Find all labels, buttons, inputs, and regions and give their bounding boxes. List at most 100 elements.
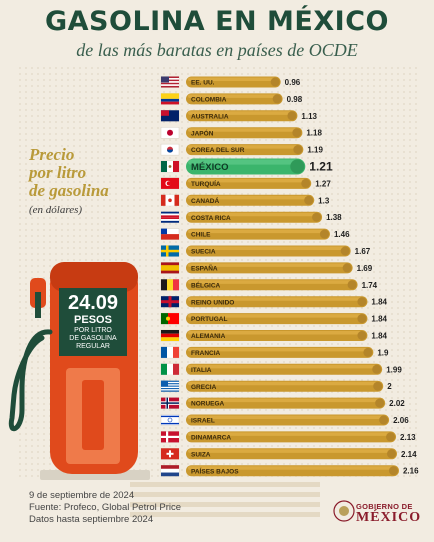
flag-stripe	[161, 415, 179, 418]
bar-highlight	[188, 128, 297, 132]
flag-stripe	[167, 346, 173, 358]
flag-cross	[161, 249, 179, 253]
flag-south-korea-icon	[160, 143, 180, 156]
category-label: ISRAEL	[191, 418, 215, 425]
category-label: CANADÁ	[191, 196, 219, 205]
bar-cap	[357, 297, 367, 307]
flag-stripe	[168, 313, 179, 325]
category-label: ITALIA	[191, 367, 212, 374]
flag-stripe	[161, 84, 179, 86]
flag-costa-rica-icon	[160, 211, 180, 223]
flag-belgium-icon	[160, 279, 180, 291]
bar-row: ALEMANIA 1.84	[160, 329, 388, 342]
flag-stripe	[161, 76, 179, 79]
flag-norway-icon	[160, 397, 180, 409]
bar-row: EE. UU. 0.96	[160, 76, 301, 88]
bar-highlight	[188, 449, 392, 453]
value-label: 1.27	[315, 179, 331, 188]
flag-spain-icon	[160, 262, 180, 274]
flag-star	[167, 417, 173, 423]
flag-stripe	[161, 333, 179, 338]
bar-cap	[379, 415, 389, 425]
flag-background	[160, 414, 180, 426]
bar-highlight	[188, 94, 277, 98]
value-label: 1.21	[309, 160, 333, 174]
flag-denmark-icon	[160, 431, 180, 443]
flag-canton	[161, 380, 168, 387]
flag-stripe	[161, 217, 179, 220]
flag-stripe	[173, 161, 179, 172]
bar-row: COREA DEL SUR 1.19	[160, 143, 323, 156]
bar-highlight	[188, 314, 362, 318]
flag-usa-icon	[160, 76, 180, 88]
bar-highlight	[188, 212, 317, 217]
value-label: 1.84	[371, 315, 387, 324]
bar-row: REINO UNIDO 1.84	[160, 296, 388, 308]
flag-chile-icon	[160, 228, 180, 240]
category-label: COSTA RICA	[191, 215, 231, 222]
category-label: SUIZA	[191, 451, 211, 458]
flag-stripe	[161, 346, 167, 358]
category-label: DINAMARCA	[191, 435, 231, 442]
bar-highlight	[188, 145, 298, 149]
flag-cross	[161, 435, 179, 438]
bar-highlight	[188, 178, 306, 183]
bar-cap	[287, 111, 297, 121]
flag-stripe	[161, 194, 166, 206]
bar-highlight	[188, 111, 292, 115]
bar-highlight	[188, 347, 368, 352]
footer-notes: 9 de septiembre de 2024 Fuente: Profeco,…	[29, 490, 181, 526]
flag-stripe	[161, 279, 167, 291]
value-label: 2	[387, 382, 392, 391]
value-label: 2.02	[389, 399, 405, 408]
flag-colombia-icon	[160, 93, 180, 105]
decorative-stripes	[130, 482, 320, 517]
bar-row: SUIZA 2.14	[160, 448, 417, 460]
bar-cap	[290, 159, 305, 174]
value-label: 2.16	[403, 467, 419, 476]
flag-stripe	[161, 79, 179, 82]
category-label: COREA DEL SUR	[191, 147, 245, 154]
value-label: 1.69	[357, 264, 373, 273]
bar-cap	[357, 331, 367, 340]
category-label: PORTUGAL	[191, 316, 228, 323]
value-label: 1.9	[377, 348, 389, 357]
flag-stripe	[161, 363, 167, 375]
value-label: 1.19	[307, 146, 323, 155]
flag-australia-icon	[160, 110, 180, 122]
flag-stripe	[161, 219, 179, 221]
bar-row: MÉXICO 1.21	[160, 158, 333, 175]
bar-highlight	[188, 432, 391, 436]
bar-cap	[319, 229, 329, 239]
bar-highlight	[188, 229, 324, 234]
flag-france-icon	[160, 346, 180, 359]
flag-stripe	[161, 313, 168, 325]
flag-cross	[166, 452, 174, 455]
flag-stripe	[161, 81, 179, 83]
flag-leaf	[168, 198, 172, 203]
bar-chart: EE. UU. 0.96 COLOMBIA 0.98 AUSTRALIA 1.13 JAPÓ…	[160, 76, 419, 477]
flag-sweden-icon	[160, 245, 180, 257]
value-label: 1.3	[318, 196, 330, 205]
pump-unit: PESOS	[74, 314, 112, 326]
bar-row: CHILE 1.46	[160, 228, 350, 240]
footer-date: 9 de septiembre de 2024	[29, 490, 135, 501]
flag-stripe	[161, 82, 179, 85]
flag-stripe	[167, 279, 173, 291]
flag-stripe	[174, 194, 179, 206]
bar-highlight	[188, 159, 300, 165]
currency-note: (en dólares)	[29, 204, 83, 216]
brand-logo-text: MÉXICO	[356, 510, 422, 525]
bar-row: GRECIA 2	[160, 380, 392, 392]
category-label: MÉXICO	[191, 162, 228, 173]
bar-cap	[293, 145, 303, 155]
category-label: JAPÓN	[191, 128, 214, 137]
bar-row: COLOMBIA 0.98	[160, 93, 303, 105]
category-label: PAÍSES BAJOS	[191, 466, 239, 475]
flag-stripe	[161, 465, 179, 469]
value-label: 1.38	[326, 213, 342, 222]
flag-stripe	[161, 422, 179, 425]
flag-disc	[167, 149, 173, 153]
bar-row: AUSTRALIA 1.13	[160, 110, 318, 122]
pump-price: 24.09	[67, 292, 119, 314]
